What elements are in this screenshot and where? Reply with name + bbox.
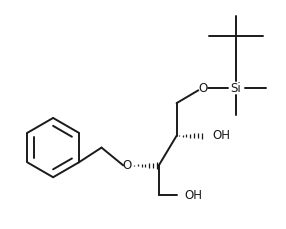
Text: OH: OH	[184, 188, 202, 202]
Text: O: O	[123, 159, 132, 172]
Text: OH: OH	[212, 129, 230, 142]
Text: O: O	[199, 82, 208, 95]
Text: Si: Si	[231, 82, 241, 95]
